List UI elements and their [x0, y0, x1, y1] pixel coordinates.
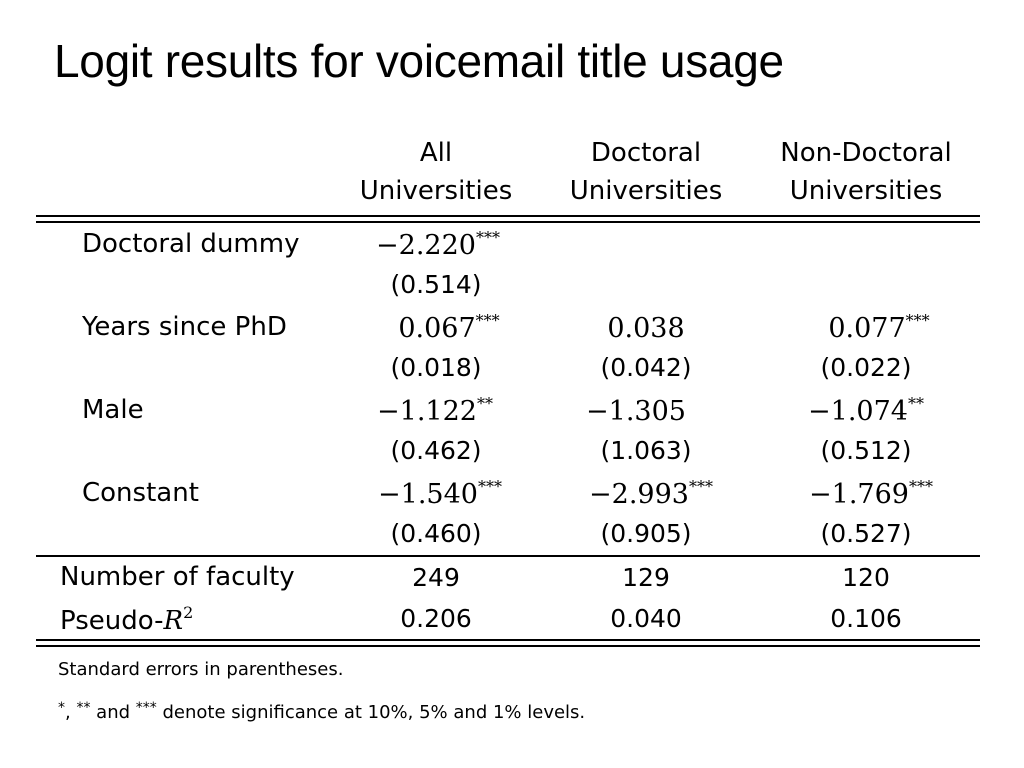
stat-label-pseudo-r2: Pseudo-R2: [60, 603, 194, 636]
coef-cell: −1.540***: [378, 477, 502, 510]
significance-stars: ***: [688, 477, 713, 496]
significance-stars: **: [476, 394, 493, 413]
coef-cell: −1.305: [586, 396, 686, 427]
row-label-doctoral-dummy: Doctoral dummy: [82, 229, 300, 259]
se-cell: (0.905): [600, 519, 692, 548]
stat-cell: 0.106: [830, 604, 902, 633]
header-rule-top: [36, 215, 980, 217]
coef-cell: 0.077***: [828, 311, 930, 344]
se-cell: (1.063): [600, 436, 692, 465]
column-header-non-doctoral: Non-Doctoral Universities: [780, 140, 951, 204]
coef-cell: −1.074**: [808, 394, 924, 427]
se-cell: (0.512): [820, 436, 912, 465]
row-label-constant: Constant: [82, 478, 199, 508]
coef-cell: −1.769***: [809, 477, 933, 510]
coef-cell: −2.220***: [376, 228, 500, 261]
se-cell: (0.460): [390, 519, 482, 548]
column-header-non-doctoral-line1: Non-Doctoral: [780, 138, 952, 168]
slide-title: Logit results for voicemail title usage: [54, 35, 784, 87]
stat-cell: 120: [842, 563, 890, 592]
significance-stars: ***: [475, 311, 500, 330]
se-cell: (0.018): [390, 353, 482, 382]
column-header-all-line1: All: [419, 138, 453, 168]
row-label-male: Male: [82, 395, 144, 425]
column-header-doctoral: Doctoral Universities: [570, 140, 723, 204]
se-cell: (0.042): [600, 353, 692, 382]
se-cell: (0.022): [820, 353, 912, 382]
column-header-doctoral-line2: Universities: [569, 176, 723, 206]
significance-stars: ***: [475, 228, 500, 247]
coef-cell: 0.067***: [398, 311, 500, 344]
stat-cell: 249: [412, 563, 460, 592]
column-header-non-doctoral-line2: Universities: [789, 176, 943, 206]
significance-stars: **: [907, 394, 924, 413]
note-standard-errors: Standard errors in parentheses.: [58, 659, 344, 680]
column-header-doctoral-line1: Doctoral: [590, 138, 702, 168]
coef-cell: 0.038: [607, 313, 685, 344]
significance-stars: ***: [477, 477, 502, 496]
bottom-rule-bottom: [36, 645, 980, 647]
coef-cell: −2.993***: [589, 477, 713, 510]
note-significance: *, ** and *** denote significance at 10%…: [58, 700, 586, 723]
stat-cell: 129: [622, 563, 670, 592]
header-rule-bottom: [36, 221, 980, 223]
stat-label-number-of-faculty: Number of faculty: [60, 562, 295, 592]
se-cell: (0.527): [820, 519, 912, 548]
se-cell: (0.514): [390, 270, 482, 299]
column-header-all: All Universities: [360, 140, 513, 204]
row-label-years-since-phd: Years since PhD: [82, 312, 287, 342]
bottom-rule-top: [36, 639, 980, 641]
column-header-all-line2: Universities: [359, 176, 513, 206]
stats-rule: [36, 555, 980, 557]
coef-cell: −1.122**: [377, 394, 493, 427]
stat-cell: 0.206: [400, 604, 472, 633]
significance-stars: ***: [905, 311, 930, 330]
significance-stars: ***: [908, 477, 933, 496]
se-cell: (0.462): [390, 436, 482, 465]
stat-cell: 0.040: [610, 604, 682, 633]
